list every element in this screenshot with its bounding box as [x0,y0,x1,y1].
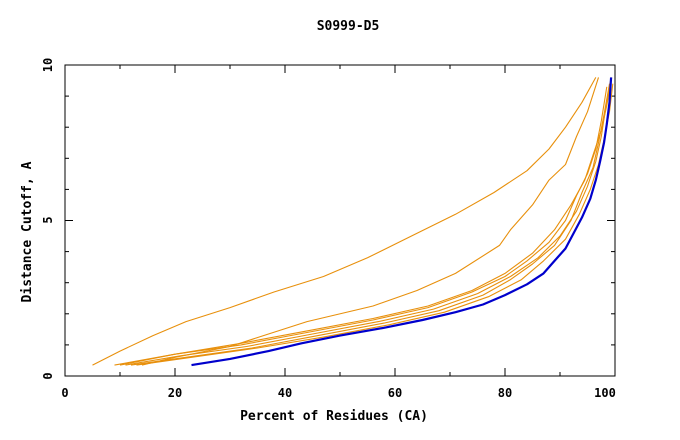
series-line-model-3 [114,86,608,366]
chart-title: S0999-D5 [317,19,380,34]
x-axis-label: Percent of Residues (CA) [240,409,428,424]
series-line-model-5 [125,80,612,366]
y-tick-label: 5 [41,216,55,223]
series-line-model-1 [92,77,597,366]
series-line-model-6 [119,77,613,366]
x-tick-label: 0 [61,386,68,400]
series-line-model-highlight [191,77,613,367]
x-tick-label: 40 [278,386,292,400]
y-tick-label: 10 [41,58,55,72]
series-line-model-4 [130,83,611,366]
axis-ticks [64,64,616,377]
y-tick-label: 0 [41,372,55,379]
x-tick-label: 80 [498,386,512,400]
series-layer [92,77,614,367]
y-axis-label: Distance Cutoff, A [20,161,35,302]
series-line-model-2 [141,77,600,366]
x-tick-label: 100 [594,386,616,400]
x-tick-label: 60 [388,386,402,400]
x-tick-label: 20 [168,386,182,400]
series-line-model-7 [136,83,614,366]
